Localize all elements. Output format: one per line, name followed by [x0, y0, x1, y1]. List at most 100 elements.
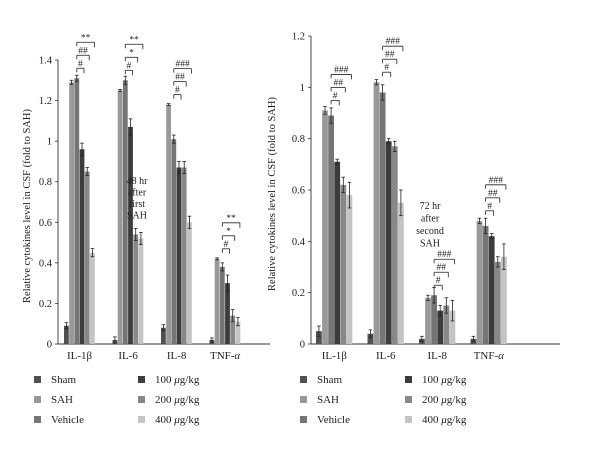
- significance-mark: ##: [436, 263, 446, 273]
- bar: [501, 256, 507, 344]
- significance-mark: **: [226, 214, 236, 224]
- legend-swatch: [34, 396, 41, 403]
- y-axis-label: Relative cytokines level in CSF (fold to…: [267, 97, 278, 291]
- bar: [230, 315, 236, 344]
- legend-label: Vehicle: [51, 414, 84, 426]
- legend-item: 200 μg/kg: [138, 394, 200, 406]
- bar: [398, 202, 404, 344]
- significance-mark: #: [224, 240, 229, 250]
- significance-mark: **: [81, 33, 91, 43]
- y-tick-label: 1.2: [292, 32, 305, 43]
- legend-label-greek: μ: [440, 414, 447, 426]
- x-tick-label: IL-8: [428, 350, 448, 362]
- legend-swatch: [34, 376, 41, 383]
- bar: [482, 225, 489, 344]
- significance-mark: #: [78, 59, 83, 69]
- bar: [391, 146, 398, 344]
- significance-mark: **: [129, 35, 139, 45]
- x-tick-label: IL-8: [167, 350, 187, 362]
- significance-mark: #: [127, 61, 132, 71]
- legend-label-greek: μ: [173, 394, 180, 406]
- chart-panel-left: 0 0.2 0.4 0.6 0.8 1 1.2 1.4 Relative cytokines l…: [22, 33, 270, 426]
- legend-item: Sham: [34, 374, 77, 386]
- bar: [443, 305, 450, 344]
- time-annotation: 72 hr: [420, 201, 442, 212]
- legend-label: 400 μg/kg: [155, 414, 200, 426]
- legend-label-unit: g/kg: [180, 414, 200, 426]
- significance-mark: #: [487, 202, 492, 212]
- significance-mark: ##: [385, 50, 395, 60]
- x-tick-label: IL-6: [376, 350, 396, 362]
- bar: [171, 139, 177, 344]
- bar: [346, 195, 353, 344]
- significance-mark: #: [436, 276, 441, 286]
- bar: [138, 238, 144, 344]
- significance-mark: ###: [334, 65, 349, 75]
- x-tick-label: TNF-α: [474, 350, 504, 362]
- legend-swatch: [405, 376, 412, 383]
- y-tick-label: 0: [300, 340, 305, 351]
- bar: [74, 78, 80, 344]
- bar: [437, 310, 444, 344]
- legend-label: Sham: [317, 374, 343, 386]
- bar: [476, 220, 483, 344]
- legend-label-number: 100: [422, 374, 441, 386]
- y-axis-label: Relative cytokines level in CSF (fold to…: [22, 109, 33, 303]
- legend-label-unit: g/kg: [447, 374, 467, 386]
- bar: [187, 222, 192, 344]
- legend-label: Sham: [51, 374, 77, 386]
- y-tick-label: 0.8: [39, 177, 52, 188]
- legend-label-unit: g/kg: [447, 414, 467, 426]
- legend-item: Sham: [300, 374, 343, 386]
- legend-swatch: [138, 416, 145, 423]
- significance-mark: ##: [78, 46, 88, 56]
- y-tick-label: 0.6: [292, 186, 305, 197]
- bar: [316, 331, 322, 344]
- bar: [379, 92, 386, 344]
- y-tick-label: 0.6: [39, 218, 52, 229]
- x-tick-label-text: TNF-: [474, 350, 499, 362]
- bar: [367, 333, 374, 344]
- significance-mark: ###: [437, 250, 452, 260]
- legend-label: 200 μg/kg: [422, 394, 467, 406]
- time-annotation: after: [128, 188, 147, 199]
- time-annotation: SAH: [127, 211, 147, 222]
- x-tick-label: IL-1β: [67, 350, 93, 362]
- legend-label: 100 μg/kg: [422, 374, 467, 386]
- significance-mark: #: [333, 91, 338, 101]
- significance-mark: ###: [175, 60, 190, 70]
- legend-label-unit: g/kg: [180, 394, 200, 406]
- legend-label-greek: μ: [173, 374, 180, 386]
- bar: [494, 261, 501, 344]
- y-tick-label: 0.8: [292, 134, 305, 145]
- legend-swatch: [34, 416, 41, 423]
- legend-label-greek: μ: [440, 394, 447, 406]
- bar: [181, 167, 187, 344]
- legend-swatch: [300, 376, 307, 383]
- legend-item: 400 μg/kg: [405, 414, 467, 426]
- significance-mark: *: [226, 227, 231, 237]
- bar: [166, 104, 171, 344]
- bar: [235, 321, 241, 344]
- legend-item: 100 μg/kg: [138, 374, 200, 386]
- bar: [373, 82, 380, 344]
- legend-label: Vehicle: [317, 414, 350, 426]
- legend-label: SAH: [51, 394, 73, 406]
- y-tick-label: 0.2: [292, 288, 305, 299]
- legend-label: 100 μg/kg: [155, 374, 200, 386]
- bar: [214, 258, 220, 344]
- y-tick-label: 1: [300, 83, 305, 94]
- bar: [225, 283, 230, 344]
- time-annotation: 48 hr: [127, 176, 149, 187]
- bar: [90, 252, 95, 344]
- x-tick-label: TNF-α: [210, 350, 240, 362]
- x-tick-label: IL-6: [118, 350, 138, 362]
- legend-item: 100 μg/kg: [405, 374, 467, 386]
- legend-swatch: [138, 376, 145, 383]
- legend-item: 400 μg/kg: [138, 414, 200, 426]
- legend-item: SAH: [34, 394, 73, 406]
- time-annotation: first: [129, 199, 145, 210]
- legend-item: Vehicle: [300, 414, 350, 426]
- legend-label-unit: g/kg: [447, 394, 467, 406]
- bar: [117, 90, 123, 344]
